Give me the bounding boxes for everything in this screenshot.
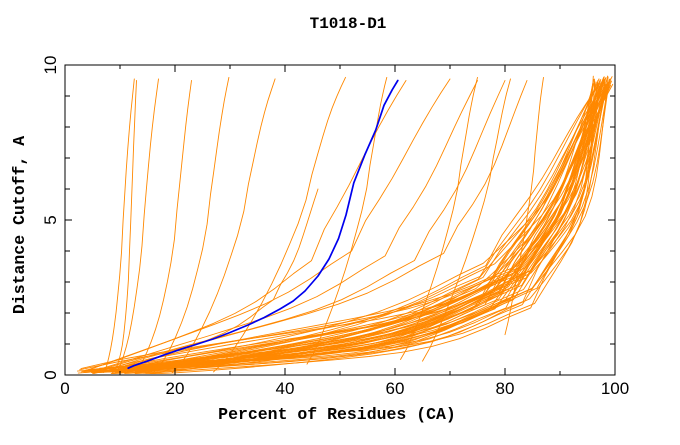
svg-text:T1018-D1: T1018-D1 [310, 15, 387, 33]
svg-text:80: 80 [496, 379, 515, 398]
svg-text:5: 5 [41, 215, 60, 224]
svg-text:20: 20 [166, 379, 185, 398]
svg-text:10: 10 [41, 56, 60, 75]
svg-text:40: 40 [276, 379, 295, 398]
svg-text:0: 0 [60, 379, 69, 398]
svg-text:60: 60 [386, 379, 405, 398]
svg-text:100: 100 [601, 379, 629, 398]
svg-text:Percent of Residues (CA): Percent of Residues (CA) [218, 405, 456, 424]
svg-text:Distance Cutoff, A: Distance Cutoff, A [10, 136, 29, 314]
svg-text:0: 0 [41, 370, 60, 379]
